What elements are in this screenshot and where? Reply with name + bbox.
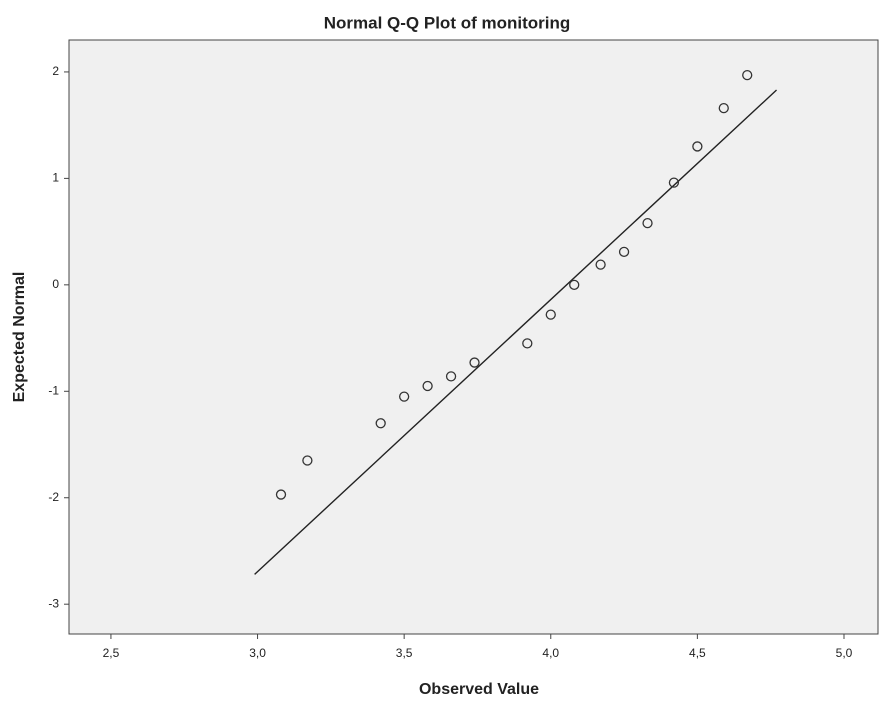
point (445, 371, 457, 382)
point (569, 279, 580, 290)
point (618, 246, 630, 257)
point (422, 380, 433, 392)
point (302, 455, 313, 466)
point (718, 102, 729, 114)
y-tick-label: 2 (52, 64, 59, 78)
point (469, 357, 480, 368)
y-tick-label: -3 (48, 596, 59, 610)
point (742, 69, 753, 81)
point (522, 338, 533, 349)
x-tick-label: 4,0 (542, 646, 559, 660)
x-axis-title: Observed Value (419, 681, 539, 698)
chart-title: Normal Q-Q Plot of monitoring (324, 13, 570, 32)
y-axis-title: Expected Normal (11, 272, 28, 403)
point (399, 391, 410, 402)
y-tick-label: -1 (48, 383, 59, 397)
x-tick-label: 3,5 (396, 646, 413, 660)
point (545, 309, 556, 320)
reference-line (254, 89, 778, 575)
point (692, 141, 703, 152)
point (375, 418, 386, 429)
y-tick-label: -2 (48, 490, 59, 504)
x-tick-label: 2,5 (103, 646, 120, 660)
y-tick-label: 1 (52, 171, 59, 185)
point (595, 259, 606, 270)
x-tick-label: 3,0 (249, 646, 266, 660)
point (668, 177, 680, 188)
plot-area (68, 39, 879, 635)
x-tick-label: 4,5 (689, 646, 706, 660)
x-tick-label: 5,0 (836, 646, 853, 660)
y-tick-label: 0 (52, 277, 59, 291)
point (642, 217, 653, 229)
point (275, 489, 287, 500)
